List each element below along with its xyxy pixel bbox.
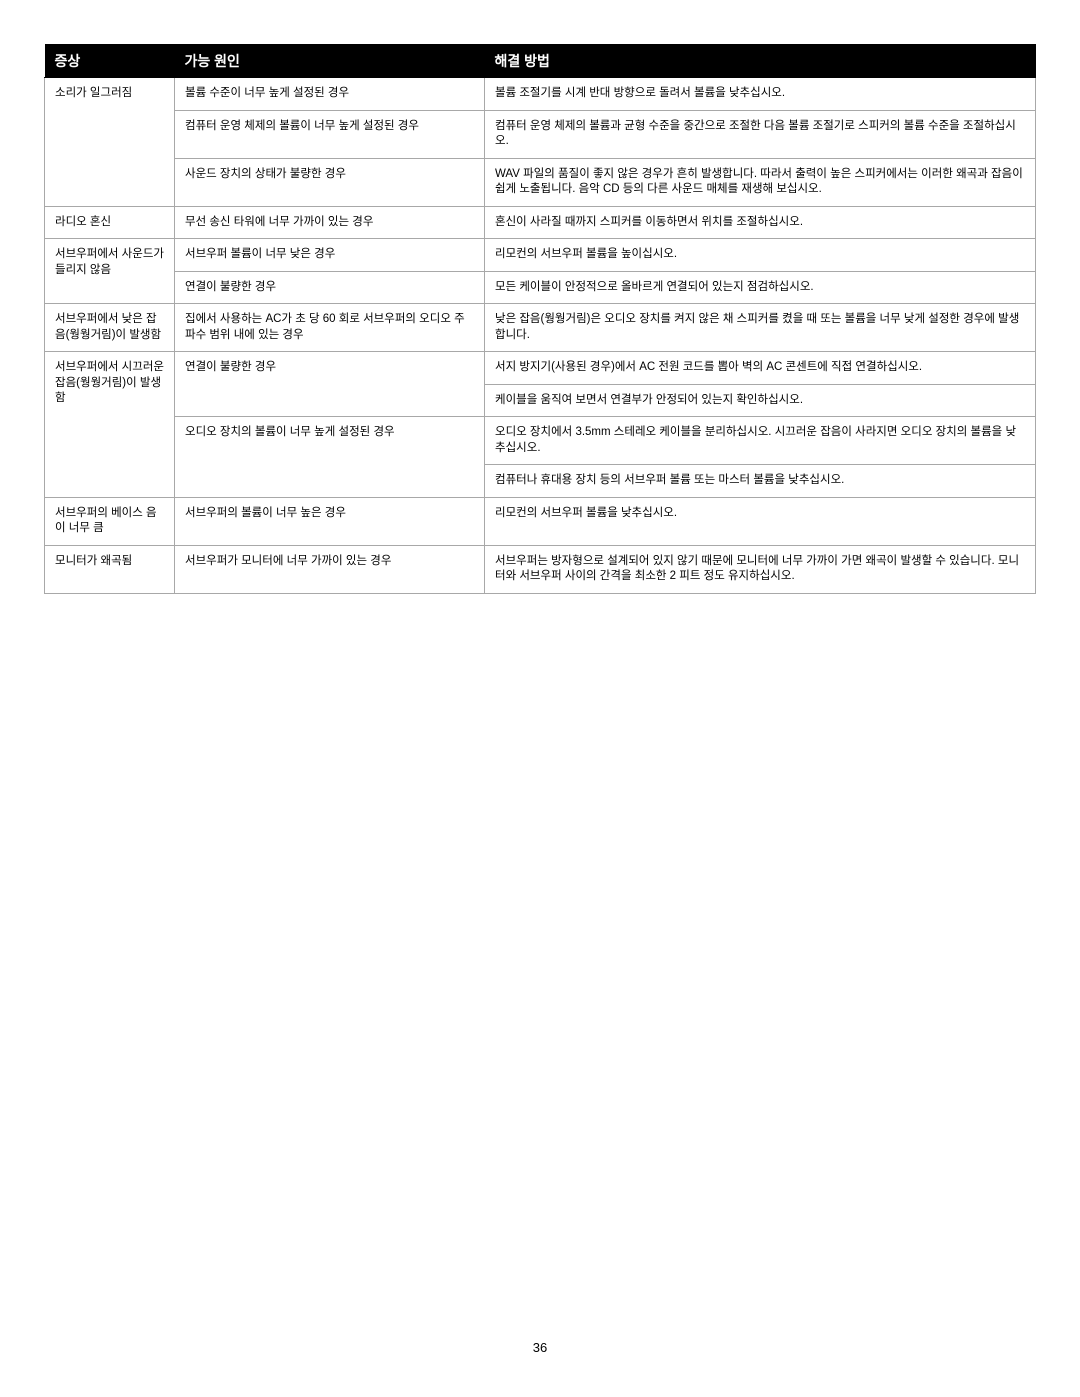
table-row: 서브우퍼에서 낮은 잡음(웡웡거림)이 발생함 집에서 사용하는 AC가 초 당… [45, 304, 1036, 352]
cell-symptom: 모니터가 왜곡됨 [45, 545, 175, 593]
page: 증상 가능 원인 해결 방법 소리가 일그러짐 볼륨 수준이 너무 높게 설정된… [0, 0, 1080, 1397]
cell-cause: 볼륨 수준이 너무 높게 설정된 경우 [175, 78, 485, 111]
cell-solution: 서지 방지기(사용된 경우)에서 AC 전원 코드를 뽑아 벽의 AC 콘센트에… [485, 352, 1036, 385]
cell-solution: 컴퓨터 운영 체제의 볼륨과 균형 수준을 중간으로 조절한 다음 볼륨 조절기… [485, 110, 1036, 158]
cell-cause: 오디오 장치의 볼륨이 너무 높게 설정된 경우 [175, 417, 485, 498]
cell-cause: 컴퓨터 운영 체제의 볼륨이 너무 높게 설정된 경우 [175, 110, 485, 158]
page-number: 36 [0, 1340, 1080, 1355]
cell-solution: 볼륨 조절기를 시계 반대 방향으로 돌려서 볼륨을 낮추십시오. [485, 78, 1036, 111]
table-row: 서브우퍼의 베이스 음이 너무 큼 서브우퍼의 볼륨이 너무 높은 경우 리모컨… [45, 497, 1036, 545]
cell-cause: 사운드 장치의 상태가 불량한 경우 [175, 158, 485, 206]
cell-cause: 서브우퍼의 볼륨이 너무 높은 경우 [175, 497, 485, 545]
header-symptom: 증상 [45, 45, 175, 78]
cell-cause: 서브우퍼가 모니터에 너무 가까이 있는 경우 [175, 545, 485, 593]
table-header-row: 증상 가능 원인 해결 방법 [45, 45, 1036, 78]
table-row: 모니터가 왜곡됨 서브우퍼가 모니터에 너무 가까이 있는 경우 서브우퍼는 방… [45, 545, 1036, 593]
cell-solution: WAV 파일의 품질이 좋지 않은 경우가 흔히 발생합니다. 따라서 출력이 … [485, 158, 1036, 206]
cell-symptom: 서브우퍼에서 사운드가 들리지 않음 [45, 239, 175, 304]
cell-solution: 낮은 잡음(웡웡거림)은 오디오 장치를 켜지 않은 채 스피커를 켰을 때 또… [485, 304, 1036, 352]
cell-solution: 리모컨의 서브우퍼 볼륨을 낮추십시오. [485, 497, 1036, 545]
header-solution: 해결 방법 [485, 45, 1036, 78]
table-row: 사운드 장치의 상태가 불량한 경우 WAV 파일의 품질이 좋지 않은 경우가… [45, 158, 1036, 206]
table-row: 라디오 혼신 무선 송신 타워에 너무 가까이 있는 경우 혼신이 사라질 때까… [45, 206, 1036, 239]
cell-symptom: 라디오 혼신 [45, 206, 175, 239]
cell-solution: 모든 케이블이 안정적으로 올바르게 연결되어 있는지 점검하십시오. [485, 271, 1036, 304]
table-row: 소리가 일그러짐 볼륨 수준이 너무 높게 설정된 경우 볼륨 조절기를 시계 … [45, 78, 1036, 111]
table-row: 서브우퍼에서 시끄러운 잡음(웡웡거림)이 발생함 연결이 불량한 경우 서지 … [45, 352, 1036, 385]
cell-symptom: 소리가 일그러짐 [45, 78, 175, 207]
table-row: 오디오 장치의 볼륨이 너무 높게 설정된 경우 오디오 장치에서 3.5mm … [45, 417, 1036, 465]
table-body: 소리가 일그러짐 볼륨 수준이 너무 높게 설정된 경우 볼륨 조절기를 시계 … [45, 78, 1036, 594]
cell-solution: 오디오 장치에서 3.5mm 스테레오 케이블을 분리하십시오. 시끄러운 잡음… [485, 417, 1036, 465]
cell-cause: 집에서 사용하는 AC가 초 당 60 회로 서브우퍼의 오디오 주파수 범위 … [175, 304, 485, 352]
cell-cause: 서브우퍼 볼륨이 너무 낮은 경우 [175, 239, 485, 272]
header-cause: 가능 원인 [175, 45, 485, 78]
cell-cause: 연결이 불량한 경우 [175, 271, 485, 304]
cell-symptom: 서브우퍼의 베이스 음이 너무 큼 [45, 497, 175, 545]
cell-solution: 서브우퍼는 방자형으로 설계되어 있지 않기 때문에 모니터에 너무 가까이 가… [485, 545, 1036, 593]
cell-solution: 컴퓨터나 휴대용 장치 등의 서브우퍼 볼륨 또는 마스터 볼륨을 낮추십시오. [485, 465, 1036, 498]
cell-symptom: 서브우퍼에서 시끄러운 잡음(웡웡거림)이 발생함 [45, 352, 175, 498]
cell-cause: 연결이 불량한 경우 [175, 352, 485, 417]
troubleshooting-table: 증상 가능 원인 해결 방법 소리가 일그러짐 볼륨 수준이 너무 높게 설정된… [44, 44, 1036, 594]
cell-solution: 리모컨의 서브우퍼 볼륨을 높이십시오. [485, 239, 1036, 272]
table-row: 컴퓨터 운영 체제의 볼륨이 너무 높게 설정된 경우 컴퓨터 운영 체제의 볼… [45, 110, 1036, 158]
cell-solution: 케이블을 움직여 보면서 연결부가 안정되어 있는지 확인하십시오. [485, 384, 1036, 417]
cell-solution: 혼신이 사라질 때까지 스피커를 이동하면서 위치를 조절하십시오. [485, 206, 1036, 239]
cell-cause: 무선 송신 타워에 너무 가까이 있는 경우 [175, 206, 485, 239]
table-row: 서브우퍼에서 사운드가 들리지 않음 서브우퍼 볼륨이 너무 낮은 경우 리모컨… [45, 239, 1036, 272]
cell-symptom: 서브우퍼에서 낮은 잡음(웡웡거림)이 발생함 [45, 304, 175, 352]
table-row: 연결이 불량한 경우 모든 케이블이 안정적으로 올바르게 연결되어 있는지 점… [45, 271, 1036, 304]
